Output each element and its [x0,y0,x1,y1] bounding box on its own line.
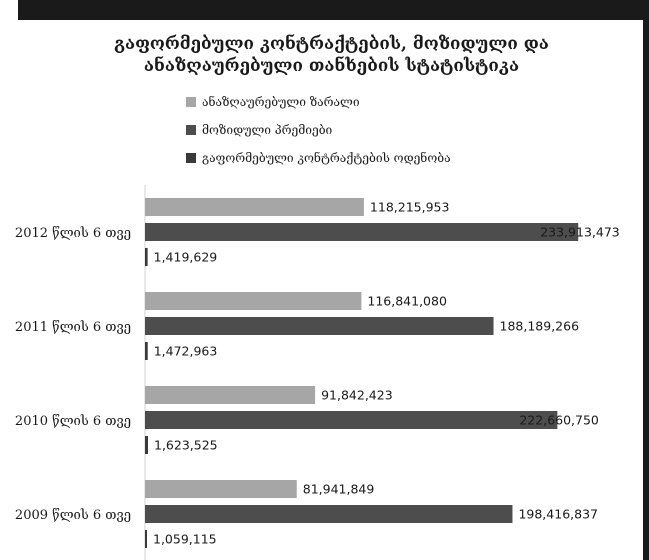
data-label: 118,215,953 [370,200,450,215]
legend-item-contract-count: გაფორმებული კონტრაქტების ოდენობა [186,150,451,166]
category-label: 2012 წლის 6 თვე [15,226,131,241]
legend-item-paid-losses: ანაზღაურებული ზარალი [186,94,360,110]
bar [145,248,148,266]
bar [145,530,147,548]
data-label: 1,623,525 [154,438,218,453]
legend-label-attracted-premiums: მოზიდული პრემიები [202,123,333,137]
data-label: 1,059,115 [153,532,217,547]
bar [145,436,149,454]
top-frame-bar [18,0,649,20]
bar [145,292,362,310]
bar [145,480,297,498]
legend-label-contract-count: გაფორმებული კონტრაქტების ოდენობა [202,151,451,165]
chart-title-line-2: ანაზღაურებული თანხების სტატისტიკა [143,56,520,76]
bar [145,198,364,216]
legend-swatch-contract-count [186,153,196,163]
legend-label-paid-losses: ანაზღაურებული ზარალი [202,95,360,109]
bar [145,505,513,523]
data-label: 1,419,629 [154,250,218,265]
bar [145,342,148,360]
bar [145,411,558,429]
category-label: 2009 წლის 6 თვე [15,508,131,523]
chart-title-line-1: გაფორმებული კონტრაქტების, მოზიდული და [114,34,549,54]
bar [145,223,579,241]
right-frame-bar [643,0,649,560]
data-label: 116,841,080 [367,294,447,309]
data-label: 81,941,849 [303,482,375,497]
data-label: 91,842,423 [321,388,393,403]
data-label: 233,913,473 [540,225,620,240]
legend-swatch-paid-losses [186,97,196,107]
category-label: 2010 წლის 6 თვე [15,414,131,429]
data-label: 198,416,837 [518,507,598,522]
data-label: 188,189,266 [500,319,580,334]
bar [145,386,316,404]
legend-swatch-attracted-premiums [186,125,196,135]
data-label: 1,472,963 [154,344,218,359]
bar [145,317,494,335]
data-label: 222,660,750 [519,413,599,428]
category-label: 2011 წლის 6 თვე [15,320,131,335]
legend-item-attracted-premiums: მოზიდული პრემიები [186,122,332,138]
